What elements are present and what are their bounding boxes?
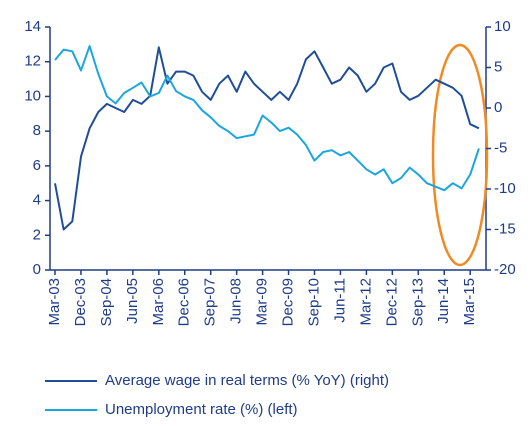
y2-tick-label: -10 bbox=[494, 180, 516, 197]
x-tick-label: Jun-08 bbox=[228, 278, 245, 324]
x-tick-label: Mar-09 bbox=[254, 278, 271, 326]
x-tick-label: Mar-12 bbox=[357, 278, 374, 326]
y-tick-label: 14 bbox=[24, 18, 41, 35]
y2-tick-label: 10 bbox=[494, 18, 511, 35]
y2-tick-label: -20 bbox=[494, 261, 516, 278]
y2-tick-label: -15 bbox=[494, 220, 516, 237]
y-tick-label: 10 bbox=[24, 87, 41, 104]
y2-tick-label: 5 bbox=[494, 58, 502, 75]
series-line bbox=[54, 45, 480, 192]
x-tick-label: Mar-15 bbox=[461, 278, 478, 326]
y-tick-label: 2 bbox=[33, 226, 41, 243]
y-tick-label: 12 bbox=[24, 53, 41, 70]
x-tick-label: Sep-07 bbox=[202, 278, 219, 326]
x-tick-label: Mar-06 bbox=[150, 278, 167, 326]
legend-label: Average wage in real terms (% YoY) (righ… bbox=[105, 372, 389, 389]
x-tick-label: Dec-03 bbox=[72, 278, 89, 326]
x-tick-label: Sep-04 bbox=[98, 278, 115, 326]
y2-tick-label: -5 bbox=[494, 139, 507, 156]
y-tick-label: 4 bbox=[33, 192, 41, 209]
x-tick-label: Sep-13 bbox=[409, 278, 426, 326]
y-tick-label: 8 bbox=[33, 122, 41, 139]
x-tick-label: Jun-11 bbox=[331, 278, 348, 323]
y2-tick-label: 0 bbox=[494, 99, 502, 116]
series-line bbox=[54, 46, 480, 231]
x-tick-label: Dec-12 bbox=[383, 278, 400, 326]
x-tick-label: Jun-05 bbox=[124, 278, 141, 324]
x-tick-label: Sep-10 bbox=[305, 278, 322, 326]
x-tick-label: Mar-03 bbox=[46, 278, 63, 326]
x-tick-label: Dec-06 bbox=[176, 278, 193, 326]
x-tick-label: Dec-09 bbox=[280, 278, 297, 326]
x-tick-label: Jun-14 bbox=[435, 278, 452, 324]
highlight-ellipse bbox=[431, 43, 489, 267]
y-tick-label: 0 bbox=[33, 261, 41, 278]
y-tick-label: 6 bbox=[33, 157, 41, 174]
legend-label: Unemployment rate (%) (left) bbox=[105, 401, 298, 418]
